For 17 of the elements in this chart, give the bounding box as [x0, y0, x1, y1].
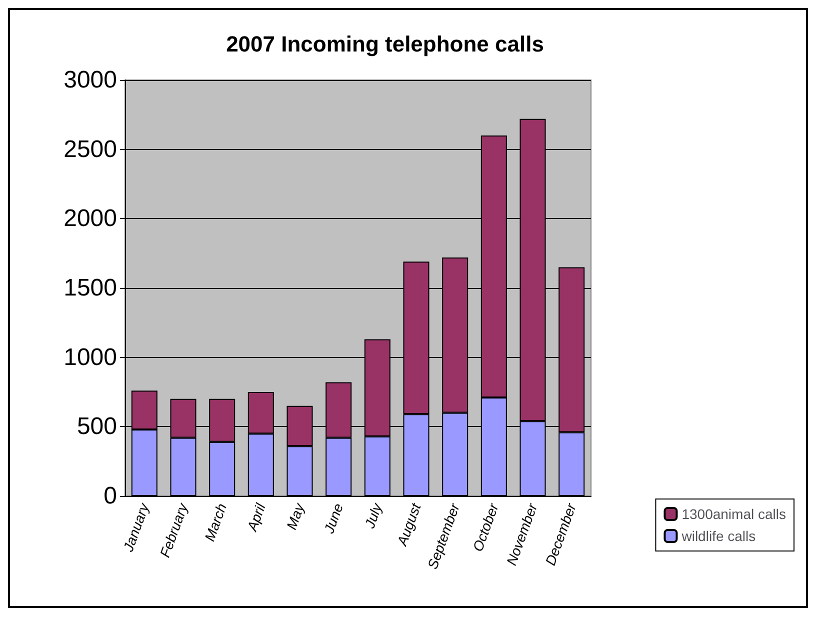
y-tick-label: 3000 — [64, 66, 117, 94]
x-tick-label: March — [201, 501, 230, 544]
x-tick-label: June — [320, 501, 346, 536]
y-tick-label: 0 — [104, 482, 117, 510]
y-tick-label: 500 — [76, 413, 117, 440]
chart-title: 2007 Incoming telephone calls — [226, 32, 544, 56]
y-tick-label: 1000 — [64, 344, 117, 371]
legend-label: 1300animal calls — [682, 506, 786, 522]
y-tick-label: 2000 — [64, 205, 117, 232]
y-tick-label: 1500 — [64, 274, 117, 302]
x-tick-label: October — [469, 500, 502, 554]
x-tick-label: April — [243, 500, 269, 534]
y-tick-label: 2500 — [64, 136, 117, 163]
x-tick-label: May — [283, 500, 308, 532]
x-tick-label: July — [361, 500, 386, 532]
legend-label: wildlife calls — [680, 528, 756, 544]
x-tick-label: August — [393, 500, 424, 549]
